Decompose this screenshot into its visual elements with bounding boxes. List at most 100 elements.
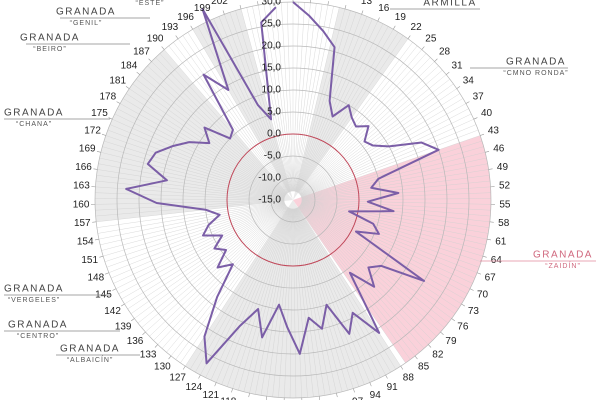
spoke [96, 175, 285, 200]
marks [125, 1, 440, 365]
spoke [299, 65, 439, 195]
x-tick-label: 64 [491, 255, 503, 266]
annotation-district: “ZAIDÍN” [545, 261, 581, 270]
x-tick-label: 19 [395, 12, 407, 23]
x-tick-label: 181 [109, 75, 126, 86]
annotation-district: “CMNO RONDA” [503, 70, 568, 77]
spoke [100, 201, 285, 246]
x-tick-label: 190 [147, 34, 164, 45]
spoke [294, 208, 343, 392]
x-tick-label: 82 [432, 349, 444, 360]
x-tick-label: 163 [73, 181, 90, 192]
x-tick [480, 133, 485, 136]
x-tick [190, 25, 193, 30]
x-tick [148, 58, 152, 62]
spoke [249, 208, 292, 394]
spoke [301, 124, 477, 197]
y-tick-label: -15,0 [258, 195, 281, 206]
x-tick [469, 288, 474, 291]
spoke [147, 65, 287, 195]
spoke [300, 108, 469, 197]
spoke [170, 206, 288, 357]
spoke [164, 49, 288, 194]
spoke [139, 74, 287, 195]
x-tick [168, 355, 172, 360]
spoke [103, 140, 285, 198]
spoke [298, 49, 422, 194]
x-tick-label: 91 [387, 382, 399, 393]
spoke [295, 10, 351, 192]
spoke [293, 208, 320, 397]
spoke [297, 38, 409, 193]
x-tick [101, 133, 106, 136]
y-tick-label: 25,0 [262, 19, 282, 30]
spoke [301, 169, 489, 199]
spoke [298, 206, 416, 357]
spoke [301, 201, 489, 234]
grid-circle [204, 111, 382, 289]
spoke [99, 157, 285, 199]
spoke [137, 205, 287, 324]
spoke [113, 203, 286, 284]
spoke [301, 202, 482, 262]
x-tick-label: 58 [498, 218, 510, 229]
x-tick-label: 124 [185, 382, 202, 393]
spoke [260, 208, 292, 396]
spoke [166, 206, 288, 353]
spoke [96, 201, 285, 228]
spoke [301, 201, 486, 246]
x-tick-label: 10 [343, 0, 355, 1]
x-tick [99, 255, 104, 258]
annotation-city: ARMILLA [423, 0, 476, 9]
x-tick [120, 303, 125, 307]
spoke [190, 207, 289, 370]
spoke [275, 2, 293, 192]
sector [185, 200, 401, 399]
spoke [175, 206, 288, 360]
spoke [301, 198, 491, 201]
x-tick-label: 166 [75, 162, 92, 173]
x-tick [214, 382, 217, 387]
spoke [243, 208, 292, 392]
spoke [300, 204, 462, 305]
x-tick [393, 25, 396, 30]
spoke [301, 140, 483, 198]
x-tick [487, 238, 492, 241]
spoke [299, 205, 449, 324]
x-tick-label: 142 [104, 306, 121, 317]
x-tick-label: 97 [352, 397, 364, 400]
spoke [103, 202, 285, 257]
x-tick [473, 117, 478, 120]
spoke [301, 203, 476, 279]
spoke [97, 201, 285, 234]
spoke [257, 5, 292, 192]
x-tick [136, 71, 140, 75]
spoke [298, 42, 413, 194]
x-tick-label: 22 [411, 22, 423, 33]
x-tick [248, 393, 250, 398]
x-tick-label: 118 [220, 397, 236, 400]
annotation-city: GRANADA [8, 320, 68, 331]
spoke [95, 180, 285, 200]
x-tick-label: 25 [425, 34, 437, 45]
spoke [149, 205, 287, 337]
annotation-district: “BEIRO” [33, 46, 66, 53]
x-tick [105, 272, 109, 275]
x-tick-label: 61 [495, 237, 507, 248]
spoke [300, 203, 473, 284]
x-tick [377, 17, 380, 22]
x-tick-label: 40 [481, 108, 493, 119]
spoke [294, 5, 329, 192]
spoke [301, 163, 488, 199]
spoke [129, 88, 286, 196]
spoke [292, 208, 297, 398]
x-tick [485, 151, 490, 153]
x-tick [318, 396, 321, 400]
spoke [269, 3, 293, 192]
x-tick-label: 67 [485, 273, 497, 284]
spoke [293, 2, 300, 192]
data-line [125, 1, 440, 365]
x-tick [327, 1, 329, 6]
spoke [161, 206, 288, 349]
